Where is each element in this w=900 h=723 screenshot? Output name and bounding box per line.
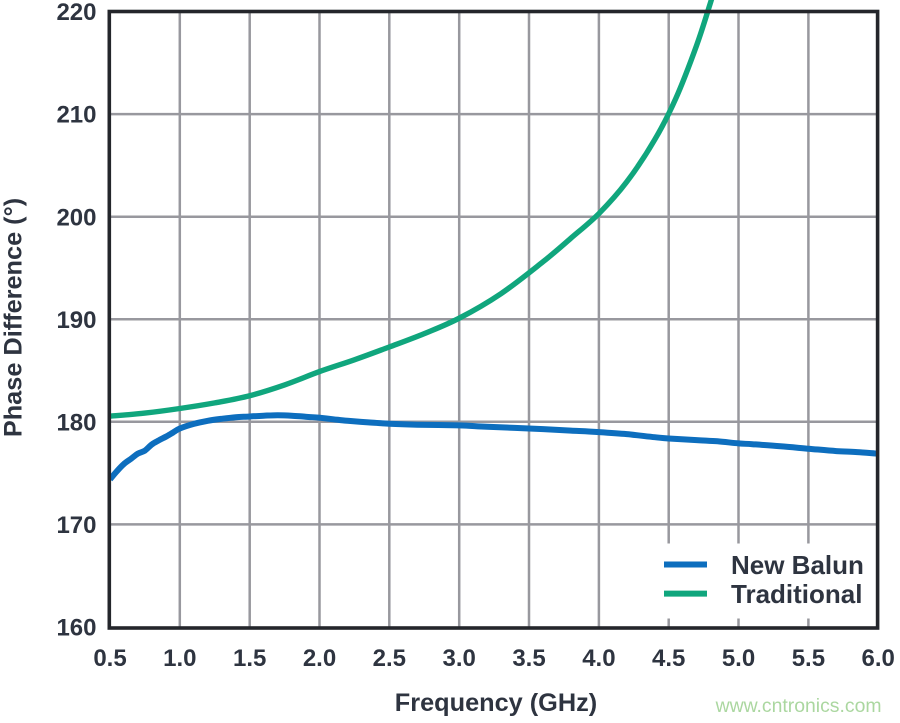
svg-text:2.0: 2.0 <box>303 645 336 672</box>
svg-text:190: 190 <box>56 307 96 334</box>
svg-text:3.0: 3.0 <box>443 645 476 672</box>
svg-text:New Balun: New Balun <box>731 550 864 580</box>
svg-text:6.0: 6.0 <box>862 645 895 672</box>
svg-text:2.5: 2.5 <box>373 645 406 672</box>
svg-text:Traditional: Traditional <box>731 579 862 609</box>
svg-text:www.cntronics.com: www.cntronics.com <box>715 695 882 717</box>
svg-text:4.0: 4.0 <box>582 645 615 672</box>
svg-text:170: 170 <box>56 512 96 539</box>
svg-text:Frequency (GHz): Frequency (GHz) <box>395 689 597 717</box>
svg-text:5.5: 5.5 <box>792 645 825 672</box>
svg-text:160: 160 <box>56 615 96 642</box>
svg-text:220: 220 <box>56 0 96 26</box>
svg-text:0.5: 0.5 <box>93 645 126 672</box>
svg-text:180: 180 <box>56 409 96 436</box>
svg-text:210: 210 <box>56 102 96 129</box>
svg-text:200: 200 <box>56 204 96 231</box>
svg-text:Phase Difference (°): Phase Difference (°) <box>0 198 28 437</box>
svg-text:1.0: 1.0 <box>163 645 196 672</box>
svg-text:3.5: 3.5 <box>512 645 545 672</box>
svg-text:5.0: 5.0 <box>722 645 755 672</box>
svg-text:1.5: 1.5 <box>233 645 266 672</box>
svg-text:4.5: 4.5 <box>652 645 685 672</box>
